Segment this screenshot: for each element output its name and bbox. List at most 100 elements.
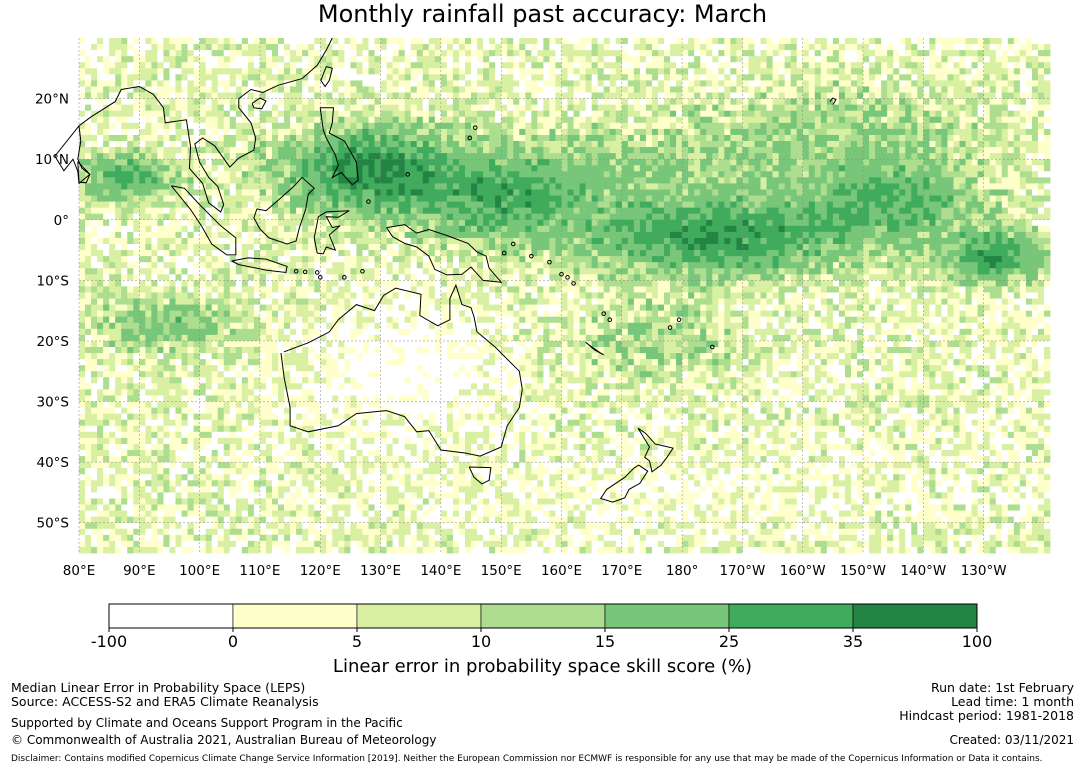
field-cell — [1031, 195, 1039, 202]
field-cell — [947, 183, 954, 190]
field-cell — [887, 68, 894, 75]
field-cell — [422, 104, 430, 112]
field-cell — [585, 159, 593, 166]
field-cell — [199, 128, 207, 136]
field-cell — [579, 134, 587, 142]
field-cell — [826, 134, 834, 142]
field-cell — [410, 171, 418, 178]
field-cell — [609, 128, 617, 136]
field-cell — [79, 207, 86, 215]
field-cell — [694, 165, 701, 172]
field-cell — [501, 62, 508, 69]
field-cell — [971, 74, 979, 81]
field-cell — [115, 189, 122, 196]
field-cell — [428, 165, 436, 172]
field-cell — [621, 68, 629, 75]
field-cell — [513, 44, 520, 51]
field-cell — [380, 147, 387, 154]
field-cell — [682, 98, 689, 106]
field-cell — [404, 116, 412, 124]
field-cell — [229, 189, 237, 196]
field-cell — [1007, 153, 1015, 160]
field-cell — [223, 74, 231, 81]
field-cell — [621, 134, 629, 142]
field-cell — [844, 38, 852, 45]
field-cell — [440, 62, 448, 69]
field-cell — [501, 134, 508, 142]
field-cell — [181, 165, 188, 172]
field-cell — [760, 44, 767, 51]
field-cell — [308, 195, 315, 202]
field-cell — [742, 68, 749, 75]
field-cell — [392, 122, 400, 130]
field-cell — [199, 104, 207, 112]
field-cell — [929, 110, 936, 118]
field-cell — [302, 201, 309, 209]
field-cell — [977, 116, 985, 124]
field-cell — [151, 141, 158, 148]
field-cell — [784, 122, 792, 130]
field-cell — [543, 92, 550, 99]
field-cell — [380, 38, 387, 45]
field-cell — [537, 38, 544, 45]
field-cell — [199, 98, 207, 106]
field-cell — [302, 183, 309, 190]
field-cell — [857, 44, 864, 51]
field-cell — [597, 56, 605, 63]
field-cell — [965, 195, 972, 202]
field-cell — [826, 189, 834, 196]
field-cell — [995, 128, 1003, 136]
field-cell — [537, 68, 544, 75]
field-cell — [772, 44, 779, 51]
field-cell — [513, 147, 520, 154]
field-cell — [193, 213, 201, 221]
field-cell — [959, 86, 966, 93]
field-cell — [718, 147, 725, 154]
field-cell — [199, 147, 207, 154]
field-cell — [97, 104, 104, 112]
field-cell — [471, 134, 478, 142]
field-cell — [344, 128, 351, 136]
field-cell — [917, 153, 924, 160]
field-cell — [284, 56, 291, 63]
field-cell — [259, 159, 267, 166]
field-cell — [145, 134, 152, 142]
field-cell — [676, 195, 683, 202]
field-cell — [452, 68, 460, 75]
field-cell — [223, 165, 231, 172]
field-cell — [458, 50, 466, 57]
field-cell — [428, 171, 436, 178]
field-cell — [398, 80, 406, 87]
field-cell — [736, 86, 743, 93]
field-cell — [670, 62, 677, 69]
field-cell — [1001, 44, 1009, 51]
field-cell — [290, 159, 297, 166]
field-cell — [712, 134, 719, 142]
field-cell — [760, 147, 767, 154]
field-cell — [338, 147, 345, 154]
field-cell — [718, 141, 725, 148]
field-cell — [145, 92, 152, 99]
field-cell — [959, 153, 966, 160]
field-cell — [688, 68, 695, 75]
field-cell — [1043, 56, 1051, 63]
field-cell — [1001, 62, 1009, 69]
field-cell — [555, 183, 562, 190]
field-cell — [91, 116, 98, 124]
field-cell — [615, 38, 623, 45]
field-cell — [229, 177, 237, 184]
field-cell — [229, 134, 237, 142]
field-cell — [905, 56, 912, 63]
field-cell — [356, 147, 363, 154]
field-cell — [410, 56, 418, 63]
field-cell — [555, 207, 562, 215]
field-cell — [977, 195, 985, 202]
field-cell — [887, 147, 894, 154]
field-cell — [609, 219, 617, 227]
field-cell — [645, 141, 653, 148]
field-cell — [881, 38, 888, 45]
field-cell — [742, 201, 749, 209]
field-cell — [844, 110, 852, 118]
field-cell — [501, 44, 508, 51]
field-cell — [724, 183, 731, 190]
